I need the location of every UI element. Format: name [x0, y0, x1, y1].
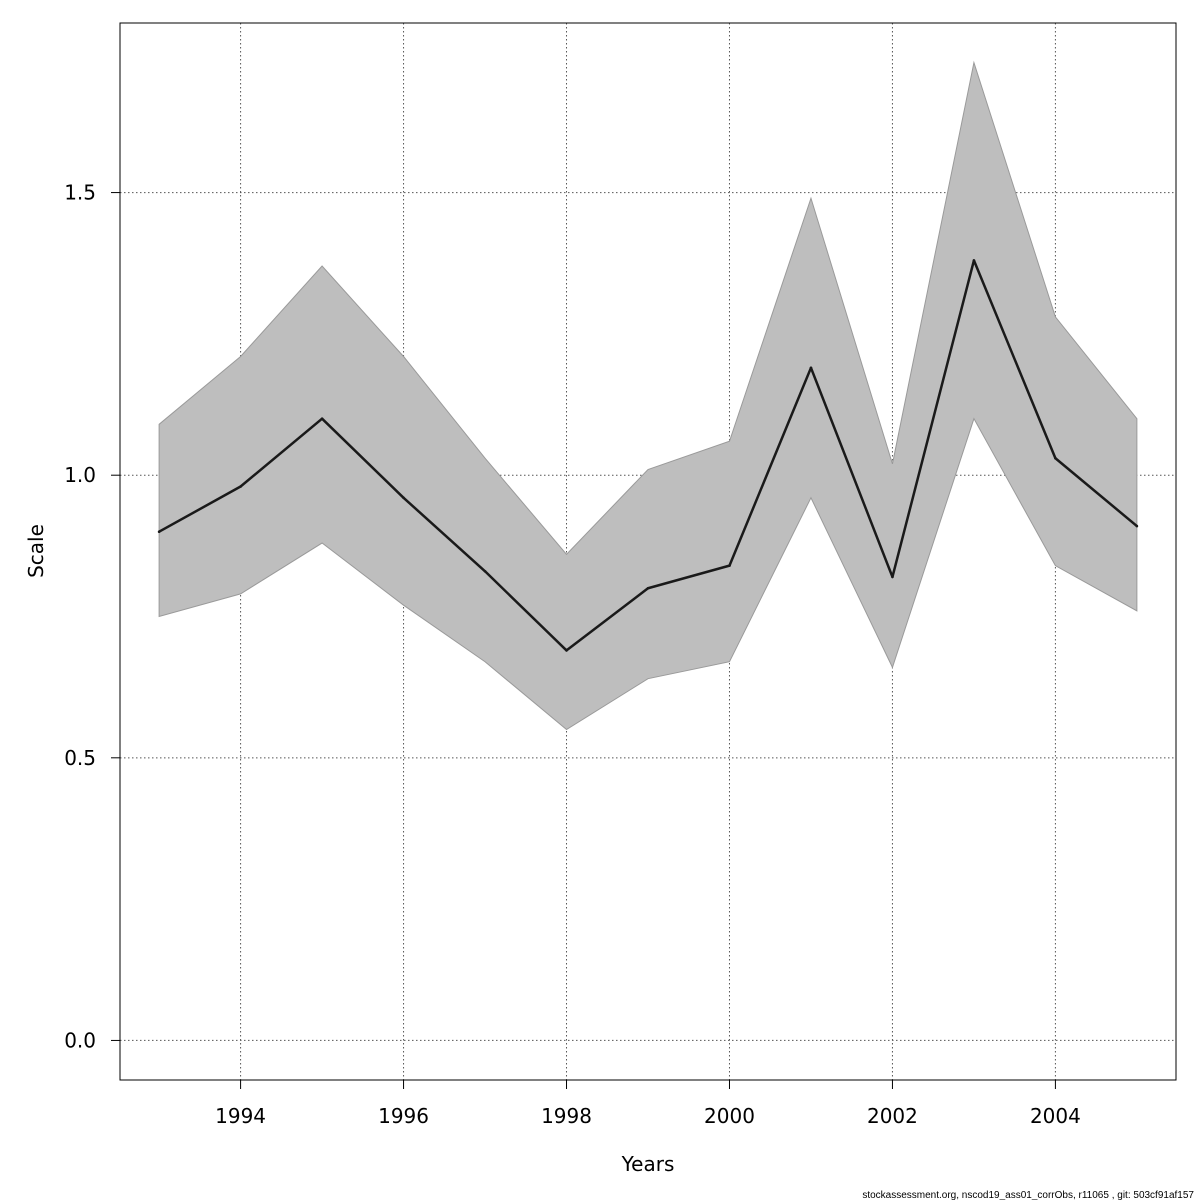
x-tick-label: 1998 [541, 1104, 592, 1128]
x-axis-title: Years [621, 1152, 675, 1176]
data-points [157, 259, 1139, 652]
data-point [320, 417, 324, 420]
confidence-band [158, 60, 1138, 731]
y-axis: 0.0 0.5 1.0 1.5 [64, 181, 120, 1052]
footer-note: stockassessment.org, nscod19_ass01_corrO… [862, 1190, 1194, 1200]
x-tick-label: 2000 [704, 1104, 755, 1128]
data-point [402, 496, 405, 500]
y-tick-label: 1.0 [64, 463, 96, 487]
y-tick-label: 1.5 [64, 181, 96, 205]
x-tick-label: 2004 [1030, 1104, 1081, 1128]
data-point [809, 366, 813, 370]
y-tick-label: 0.5 [64, 746, 96, 770]
data-point [646, 586, 650, 590]
x-axis: 1994 1996 1998 2000 2002 2004 [215, 1080, 1081, 1128]
data-point [483, 569, 487, 573]
data-point [565, 649, 568, 652]
data-point [157, 530, 161, 534]
data-point [891, 575, 894, 579]
data-point [972, 259, 976, 262]
x-tick-label: 2002 [867, 1104, 918, 1128]
data-point [239, 485, 242, 488]
x-tick-label: 1996 [378, 1104, 429, 1128]
data-point [728, 564, 731, 567]
data-point [1054, 456, 1057, 460]
plot-frame [119, 22, 1177, 1081]
x-tick-label: 1994 [215, 1104, 266, 1128]
y-tick-label: 0.0 [64, 1028, 96, 1052]
data-point [1135, 524, 1139, 528]
y-axis-title: Scale [24, 524, 48, 578]
